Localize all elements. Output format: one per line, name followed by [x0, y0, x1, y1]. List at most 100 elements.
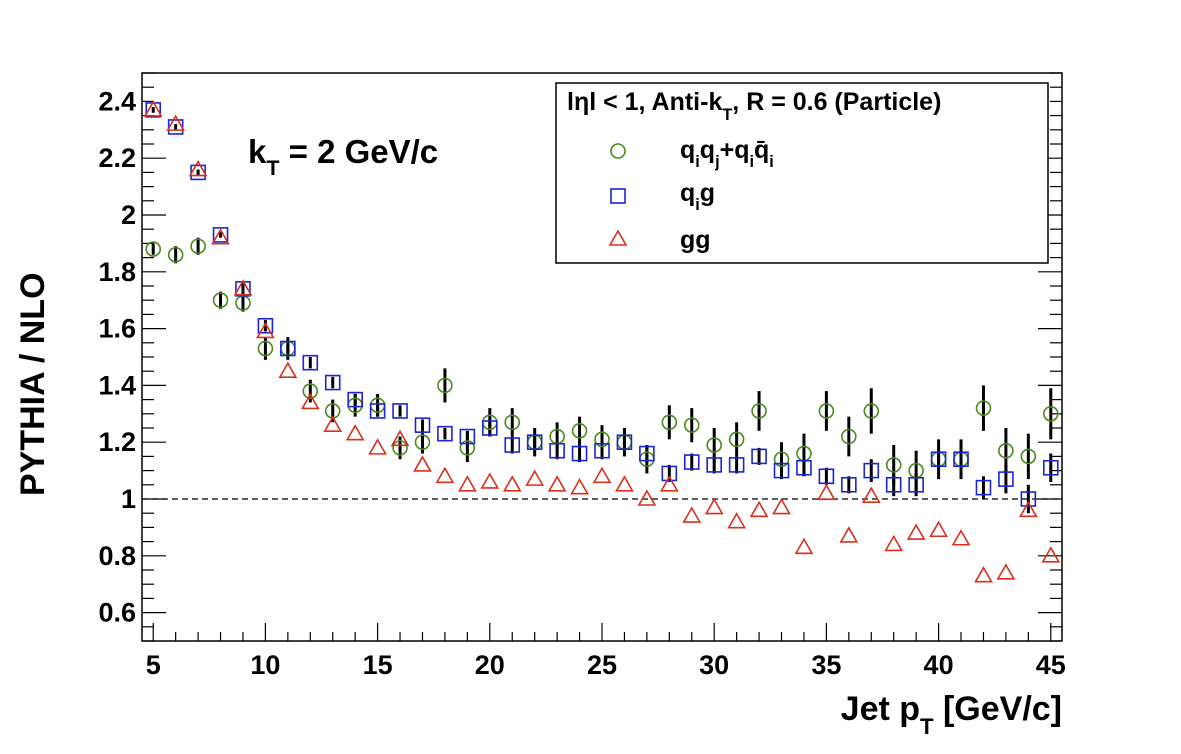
- point-qg: [549, 442, 565, 459]
- data-markers: [143, 100, 1061, 583]
- point-qq: [683, 417, 700, 433]
- point-qg: [841, 476, 857, 493]
- point-qq: [392, 440, 408, 456]
- point-gg: [615, 475, 634, 492]
- point-gg: [390, 429, 410, 447]
- x-tick-label: 35: [811, 650, 841, 680]
- x-tick-label: 30: [699, 650, 729, 680]
- point-qq: [257, 340, 274, 357]
- point-gg: [951, 529, 971, 546]
- point-qg: [998, 471, 1014, 487]
- point-qq: [1020, 448, 1037, 465]
- point-qq: [594, 431, 610, 448]
- point-gg: [457, 475, 477, 492]
- point-gg: [749, 500, 769, 518]
- point-gg: [861, 486, 881, 503]
- point-qg: [414, 417, 431, 433]
- point-gg: [817, 483, 836, 501]
- y-tick-label: 1.2: [98, 427, 136, 457]
- point-qq: [975, 400, 992, 416]
- point-qg: [526, 434, 543, 451]
- point-qg: [280, 340, 296, 357]
- point-qg: [953, 451, 969, 468]
- x-tick-label: 5: [146, 650, 161, 680]
- x-tick-label: 15: [363, 650, 393, 680]
- point-gg: [345, 424, 365, 441]
- point-qg: [728, 457, 745, 473]
- point-gg: [502, 475, 522, 492]
- point-qg: [908, 476, 924, 493]
- point-qq: [459, 440, 476, 456]
- y-tick-label: 1: [121, 484, 136, 514]
- point-gg: [704, 497, 724, 515]
- point-qg: [1020, 491, 1037, 507]
- point-gg: [188, 159, 208, 177]
- point-gg: [682, 506, 702, 523]
- legend-box: [555, 82, 1049, 264]
- point-qq: [773, 451, 790, 468]
- point-gg: [233, 279, 253, 296]
- point-qg: [616, 434, 633, 451]
- point-gg: [659, 475, 679, 492]
- legend-header: lηl < 1, Anti-kT, R = 0.6 (Particle): [567, 88, 941, 124]
- point-qq: [167, 246, 184, 263]
- point-qg: [392, 403, 408, 419]
- point-qg: [930, 451, 947, 468]
- x-tick-label: 20: [475, 650, 505, 680]
- point-gg: [300, 392, 320, 410]
- x-tick-label: 40: [924, 650, 954, 680]
- point-gg: [435, 466, 455, 484]
- point-qg: [639, 445, 655, 462]
- point-qg: [818, 468, 835, 485]
- point-qq: [190, 238, 206, 255]
- point-qg: [212, 227, 229, 243]
- y-tick-label: 1.8: [98, 257, 136, 287]
- point-gg: [637, 489, 657, 506]
- point-qg: [302, 354, 319, 371]
- point-qg: [885, 476, 902, 493]
- point-qg: [863, 462, 880, 479]
- point-gg: [794, 537, 814, 555]
- point-qq: [571, 423, 588, 439]
- point-qg: [683, 454, 700, 470]
- point-qq: [706, 437, 722, 453]
- legend-label-qg: qig: [680, 179, 715, 214]
- point-qg: [751, 448, 767, 465]
- point-gg: [480, 472, 500, 489]
- point-qg: [594, 442, 610, 459]
- legend-marker-gg: [608, 229, 628, 246]
- y-tick-label: 2.4: [98, 86, 136, 116]
- point-qg: [661, 465, 678, 482]
- point-gg: [323, 415, 343, 432]
- y-tick-label: 0.6: [98, 598, 136, 628]
- point-qg: [482, 420, 498, 436]
- point-gg: [906, 523, 926, 540]
- x-tick-label: 10: [250, 650, 280, 680]
- point-qg: [975, 479, 992, 496]
- point-qg: [459, 428, 476, 445]
- point-gg: [413, 455, 432, 472]
- point-qg: [706, 457, 722, 473]
- point-gg: [929, 520, 948, 538]
- point-qq: [437, 377, 453, 394]
- point-qq: [414, 434, 431, 451]
- legend-marker-qq: [610, 143, 626, 159]
- point-gg: [547, 475, 567, 492]
- point-qq: [863, 403, 880, 419]
- y-tick-label: 1.6: [98, 314, 136, 344]
- tick-labels: 5 10 15 20 25 30 35 40 45 0.6 0.8 1 1.2 1.4 1.6 1.8 2 2.2…: [98, 86, 1065, 680]
- y-tick-label: 2.2: [98, 143, 136, 173]
- y-tick-label: 2: [121, 200, 136, 230]
- point-gg: [592, 466, 612, 484]
- legend-marker-qg: [610, 188, 626, 204]
- point-qg: [369, 403, 386, 419]
- point-gg: [570, 478, 589, 495]
- point-gg: [772, 497, 791, 515]
- point-gg: [525, 469, 545, 486]
- point-qg: [571, 445, 588, 462]
- point-qq: [728, 431, 745, 448]
- point-gg: [839, 526, 859, 543]
- point-qq: [504, 414, 521, 431]
- point-gg: [256, 321, 275, 339]
- axis-ticks: [142, 72, 1062, 642]
